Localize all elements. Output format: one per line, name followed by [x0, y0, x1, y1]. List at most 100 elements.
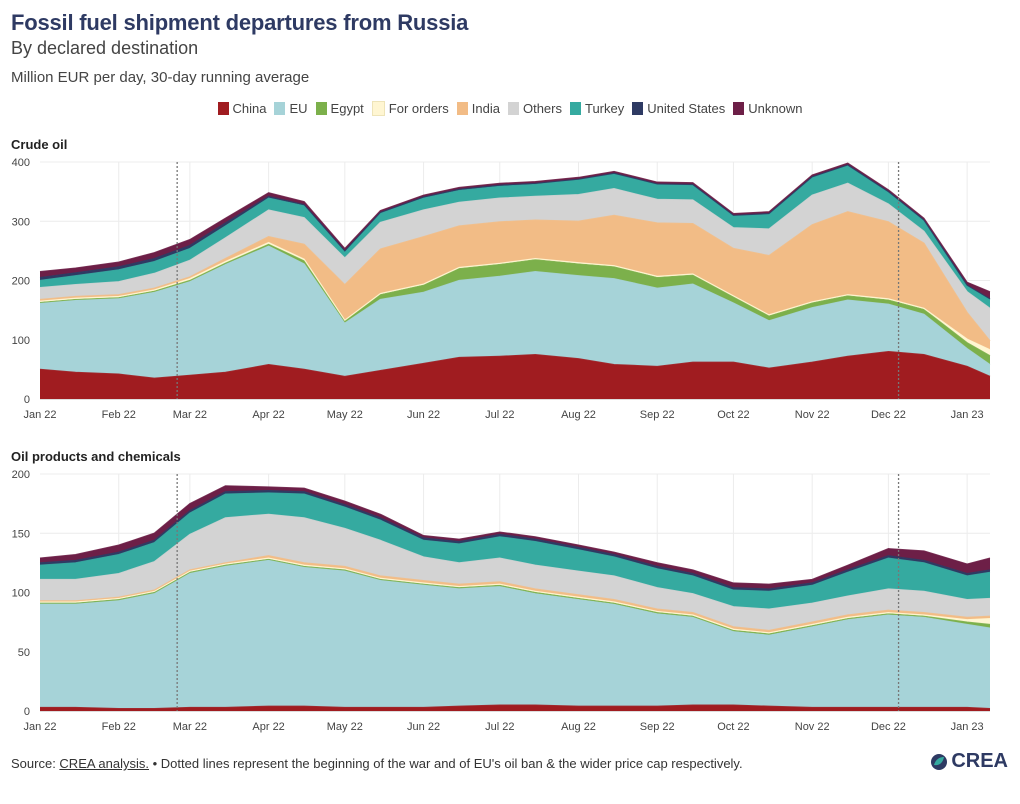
x-tick-label: Feb 22 [102, 409, 136, 421]
legend-item: India [456, 101, 500, 116]
logo-text: CREA [951, 750, 1008, 772]
y-tick-label: 0 [24, 394, 30, 406]
x-tick-label: May 22 [327, 721, 363, 733]
crude-oil-chart: 0 100 200 300 400 Jan 22 Feb 22 Mar 22 Apr 22 May… [12, 157, 991, 421]
series-top-line [39, 182, 991, 309]
area-series-turkey [40, 165, 990, 309]
series-top-line [39, 489, 991, 590]
area-series-eu [40, 559, 990, 709]
x-tick-label: Sep 22 [640, 409, 675, 421]
legend-swatch [371, 101, 385, 116]
x-tick-label: Apr 22 [252, 721, 284, 733]
x-tick-label: Mar 22 [173, 409, 207, 421]
series-top-line [40, 558, 991, 635]
x-tick-label: Jan 23 [951, 721, 984, 733]
y-tick-label: 150 [12, 528, 30, 540]
legend-swatch [217, 102, 229, 115]
legend-item: For orders [371, 101, 449, 116]
series-top-line [39, 492, 991, 592]
legend-item: Unknown [733, 101, 802, 116]
x-tick-label: Aug 22 [561, 409, 596, 421]
legend-label: Egypt [330, 101, 364, 116]
legend-label: For orders [388, 101, 449, 116]
series-top-line [39, 243, 991, 357]
legend-item: Egypt [315, 101, 364, 116]
y-tick-label: 50 [18, 647, 30, 659]
source-prefix: Source: [11, 756, 60, 771]
legend-label: EU [289, 101, 308, 116]
y-tick-label: 100 [12, 588, 30, 600]
x-tick-label: Dec 22 [871, 409, 906, 421]
series-top-line [39, 241, 991, 351]
y-tick-label: 300 [12, 216, 30, 228]
series-top-line [40, 513, 991, 610]
legend-item: EU [274, 101, 308, 116]
y-tick-label: 400 [12, 157, 30, 169]
series-top-line [40, 557, 991, 634]
area-series-eu [40, 246, 990, 379]
y-tick-label: 0 [24, 706, 30, 718]
legend-label: Others [522, 101, 562, 116]
crea-logo: CREA [930, 750, 1008, 773]
legend-swatch [632, 102, 644, 115]
legend-item: China [217, 101, 267, 116]
chart-subtitle: By declared destination [11, 38, 199, 58]
x-tick-label: Jan 22 [23, 721, 56, 733]
legend-label: United States [647, 101, 726, 116]
legend: China EU Egypt For orders India Others Turkey U… [0, 101, 1020, 116]
panel-title-products: Oil products and chemicals [11, 449, 181, 464]
x-tick-label: Sep 22 [640, 721, 675, 733]
footer-note: • Dotted lines represent the beginning o… [149, 756, 743, 771]
legend-swatch [507, 102, 519, 115]
x-tick-label: Oct 22 [717, 721, 749, 733]
y-tick-label: 200 [12, 469, 30, 481]
x-tick-label: May 22 [327, 409, 363, 421]
unit-label: Million EUR per day, 30-day running aver… [11, 69, 310, 86]
x-tick-label: Feb 22 [102, 721, 136, 733]
legend-swatch [274, 102, 286, 115]
legend-swatch [315, 102, 327, 115]
source-link[interactable]: CREA analysis. [59, 756, 150, 771]
x-tick-label: Jul 22 [485, 409, 514, 421]
x-tick-label: Mar 22 [173, 721, 207, 733]
area-series-others [40, 183, 990, 341]
legend-item: Turkey [569, 101, 624, 116]
area-series-turkey [40, 492, 990, 610]
legend-label: India [471, 101, 500, 116]
legend-item: Others [507, 101, 562, 116]
series-top-line [40, 704, 991, 710]
x-tick-label: Nov 22 [795, 409, 830, 421]
legend-label: China [232, 101, 267, 116]
chart-title: Fossil fuel shipment departures from Rus… [11, 10, 469, 35]
series-top-line [39, 164, 991, 300]
x-tick-label: Oct 22 [717, 409, 749, 421]
area-series-others [40, 514, 990, 631]
legend-swatch [456, 102, 468, 115]
footer: Source: CREA analysis. • Dotted lines re… [11, 756, 743, 771]
series-top-line [39, 211, 991, 342]
series-top-line [39, 485, 991, 585]
x-tick-label: Jun 22 [407, 409, 440, 421]
legend-swatch [733, 102, 745, 115]
x-tick-label: Jan 23 [951, 409, 984, 421]
legend-label: Unknown [748, 101, 803, 116]
series-top-line [39, 350, 991, 379]
series-top-line [40, 555, 991, 632]
area-series-china [40, 351, 990, 399]
x-tick-label: Apr 22 [252, 409, 284, 421]
series-top-line [39, 162, 991, 293]
x-tick-label: Aug 22 [561, 721, 596, 733]
area-series-unknown [40, 163, 990, 299]
legend-item: United States [632, 101, 725, 116]
crea-leaf-icon [931, 753, 948, 770]
area-series-egypt [40, 244, 990, 365]
x-tick-label: Nov 22 [795, 721, 830, 733]
x-tick-label: Dec 22 [871, 721, 906, 733]
y-tick-label: 200 [12, 276, 30, 288]
oil-products-chart: 0 50 100 150 200 Jan 22 Feb 22 Mar 22 Apr 22 May … [12, 469, 991, 733]
x-tick-label: Jul 22 [485, 721, 514, 733]
panel-title-crude: Crude oil [11, 137, 68, 152]
series-top-line [39, 245, 991, 366]
x-tick-label: Jan 22 [23, 409, 56, 421]
x-tick-label: Jun 22 [407, 721, 440, 733]
